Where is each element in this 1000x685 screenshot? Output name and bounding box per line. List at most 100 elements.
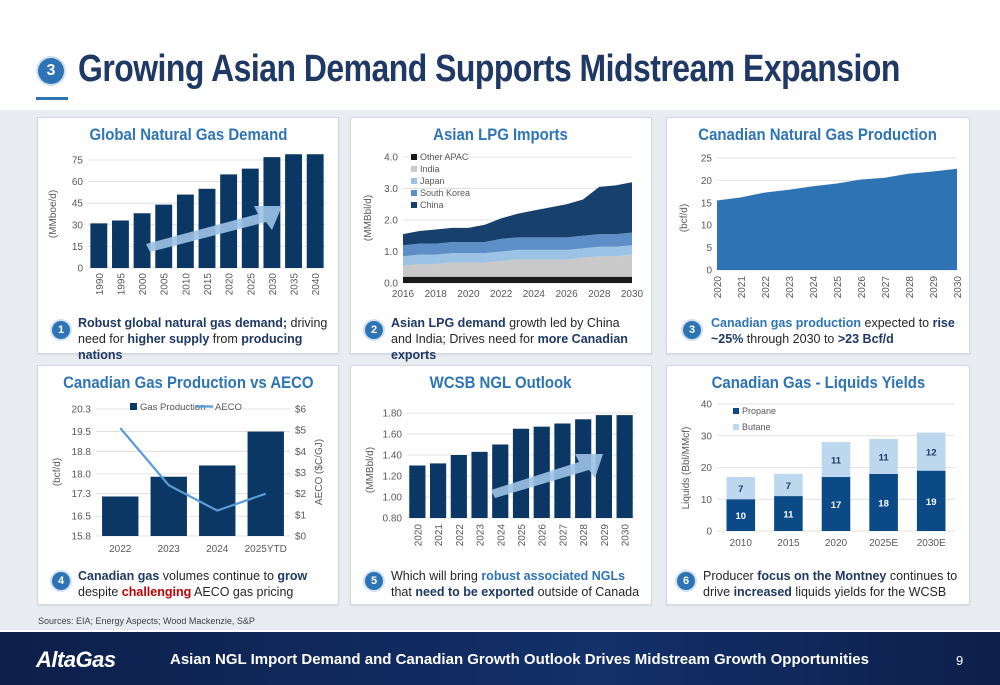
legend-label: China (420, 200, 444, 210)
x-tick-label: 2018 (425, 289, 448, 300)
data-label: 12 (926, 448, 937, 459)
y-tick-label: 1.40 (383, 451, 403, 462)
y-tick-label: 1.60 (383, 430, 403, 441)
panel-title: Canadian Gas - Liquids Yields (711, 373, 925, 392)
bar (430, 463, 447, 518)
y2-tick-label: $0 (295, 532, 307, 543)
y2-tick-label: $5 (295, 426, 307, 437)
data-label: 18 (878, 498, 889, 509)
y-tick-label: 16.5 (72, 512, 92, 523)
legend-label: AECO (215, 402, 242, 413)
x-tick-label: 2026 (857, 276, 868, 299)
panel-title: Canadian Natural Gas Production (698, 125, 938, 144)
bar (102, 496, 139, 536)
y-tick-label: 3.0 (384, 184, 398, 195)
y-tick-label: 25 (701, 154, 713, 165)
footer-headline: Asian NGL Import Demand and Canadian Gro… (170, 651, 869, 668)
x-tick-label: 2025 (833, 276, 844, 299)
x-tick-label: 2030 (621, 524, 632, 547)
data-label: 17 (831, 500, 842, 511)
y-axis-label: (MMBbl/d) (365, 447, 376, 493)
bar (450, 455, 467, 518)
note-badge-6: 6 (677, 572, 695, 590)
bar (176, 194, 194, 268)
x-tick-label: 2024 (523, 289, 546, 300)
x-tick-label: 2024 (809, 276, 820, 299)
bar (306, 154, 324, 268)
chart-gas-production-vs-aeco: 15.8 16.5 17.3 18.0 18.8 19.5 20.3 $0 $1 $2 $3 $4 $5… (52, 402, 325, 555)
x-tick-label: 2023 (158, 544, 181, 555)
sources-footnote: Sources: EIA; Energy Aspects; Wood Macke… (38, 616, 255, 626)
bar (533, 426, 550, 518)
bar (409, 465, 426, 518)
area-series (403, 276, 632, 283)
section-number-badge: 3 (38, 58, 64, 84)
note-badge-5: 5 (365, 572, 383, 590)
y-tick-label: 0 (706, 527, 712, 538)
title-accent-line (36, 97, 68, 100)
x-tick-label: 2020 (713, 276, 724, 299)
x-tick-label: 2030 (268, 273, 279, 296)
legend-swatch (130, 403, 137, 410)
note-badge-3: 3 (683, 321, 701, 339)
y-tick-label: 20 (701, 463, 713, 474)
bar (112, 220, 129, 268)
x-tick-label: 2026 (538, 524, 549, 547)
bar (155, 204, 173, 268)
y-tick-label: 1.0 (384, 247, 398, 258)
line-series-aeco (119, 427, 267, 512)
chart-wcsb-ngl-outlook: 0.80 1.00 1.20 1.40 1.60 1.80 (MMBbl/d) 2020 202… (365, 409, 635, 547)
bar (616, 415, 633, 518)
y-tick-label: 18.0 (72, 469, 92, 480)
bar-propane (869, 473, 898, 531)
panel-title: Asian LPG Imports (433, 125, 569, 144)
y-tick-label: 45 (72, 199, 84, 210)
x-tick-label: 2027 (558, 524, 569, 547)
area-series (403, 245, 632, 266)
x-tick-label: 2022 (761, 276, 772, 299)
y-tick-label: 60 (72, 177, 84, 188)
legend-label: Japan (420, 176, 445, 186)
chart-liquids-yields: 0 10 20 30 40 Liquids (Bbl/MMcf) 10 7 2010 11 7 201… (681, 400, 955, 549)
legend-label: South Korea (420, 188, 470, 198)
y-tick-label: 75 (72, 156, 84, 167)
x-tick-label: 2016 (392, 289, 415, 300)
y-axis-label: (bcf/d) (679, 204, 690, 232)
page-number: 9 (956, 653, 964, 668)
x-tick-label: 2023 (785, 276, 796, 299)
area-series (403, 232, 632, 257)
panel-title: WCSB NGL Outlook (430, 373, 572, 392)
y-axis-label: (bcf/d) (52, 458, 63, 486)
y-tick-label: 1.20 (383, 472, 403, 483)
bar (90, 223, 108, 268)
y-axis-label: Liquids (Bbl/MMcf) (681, 427, 692, 510)
y-tick-label: 5 (706, 243, 712, 254)
panel-canadian-gas-production: Canadian Natural Gas Production 0 5 10 15 20… (666, 117, 970, 354)
note-global-gas-demand: Robust global natural gas demand; drivin… (78, 316, 328, 362)
bar-propane (774, 496, 803, 531)
legend-swatch (411, 154, 417, 160)
y-tick-label: 0.0 (384, 279, 398, 290)
chart-asian-lpg-imports: 0.0 1.0 2.0 3.0 4.0 (MMBbl/d) 2016 2018 2020 2022… (363, 152, 644, 300)
legend-label: Other APAC (420, 152, 469, 162)
data-label: 19 (926, 497, 937, 508)
legend-label: Gas Production (140, 402, 205, 413)
legend-swatch (411, 190, 417, 196)
x-tick-label: 2030 (621, 289, 644, 300)
bar (285, 154, 302, 268)
x-tick-label: 2023 (476, 524, 487, 547)
y-axis-label: (MMboe/d) (48, 190, 59, 238)
y-tick-label: 15 (72, 242, 84, 253)
data-label: 11 (879, 452, 890, 463)
x-tick-label: 2021 (434, 524, 445, 547)
panel-asian-lpg-imports: Asian LPG Imports 0.0 1.0 2.0 3.0 4.0 (MMBbl/… (350, 117, 652, 362)
y-tick-label: 1.00 (383, 493, 403, 504)
legend-swatch (411, 178, 417, 184)
data-label: 7 (786, 481, 791, 492)
y-tick-label: 2.0 (384, 216, 398, 227)
x-tick-label: 2000 (138, 273, 149, 296)
bar-butane (726, 477, 756, 500)
x-tick-label: 2015 (203, 273, 214, 296)
data-label: 7 (738, 484, 743, 495)
y-tick-label: 18.8 (72, 447, 92, 458)
